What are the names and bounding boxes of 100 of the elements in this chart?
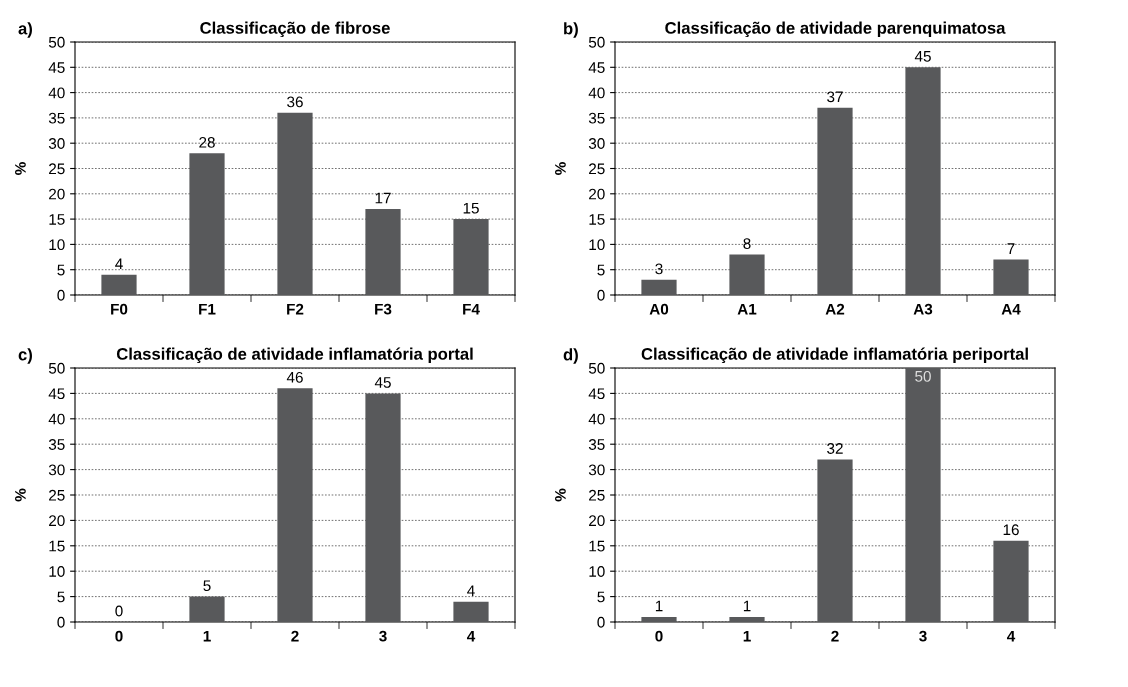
- data-label: 46: [286, 371, 303, 383]
- data-label: 50: [915, 370, 931, 382]
- x-tick-label: 0: [115, 630, 123, 642]
- bar: [729, 616, 765, 622]
- x-tick-label: 4: [466, 630, 476, 642]
- y-tick-label: 30: [48, 464, 65, 476]
- y-tick-label: 40: [588, 87, 605, 99]
- chart-title: Classificação de atividade parenquimatosa: [665, 21, 1006, 38]
- bar: [453, 601, 489, 622]
- y-tick-label: 25: [49, 489, 65, 501]
- y-tick-label: 20: [589, 515, 605, 527]
- y-tick-label: 5: [57, 264, 65, 276]
- x-tick-label: A0: [649, 303, 669, 315]
- y-tick-label: 0: [57, 616, 65, 628]
- y-tick-label: 35: [48, 112, 65, 124]
- x-tick-label: F3: [375, 303, 392, 315]
- data-label: 45: [374, 377, 391, 388]
- y-tick-label: 20: [49, 188, 65, 200]
- data-label: 32: [827, 443, 843, 454]
- data-label: 37: [827, 91, 843, 103]
- y-tick-label: 25: [589, 489, 605, 501]
- y-tick-label: 15: [589, 540, 605, 552]
- data-label: 36: [287, 96, 303, 108]
- data-label: 4: [467, 585, 475, 596]
- chart-title: Classificação de atividade inflamatória portal: [116, 347, 473, 364]
- y-tick-label: 20: [49, 515, 65, 527]
- y-tick-label: 50: [588, 362, 605, 374]
- x-tick-label: 2: [291, 630, 299, 642]
- y-tick-label: 50: [48, 362, 65, 374]
- y-axis-title: %: [555, 162, 566, 175]
- y-tick-label: 45: [48, 388, 65, 400]
- x-tick-label: A2: [825, 303, 845, 315]
- y-tick-label: 0: [57, 289, 65, 301]
- x-tick-label: F1: [199, 303, 216, 315]
- y-axis-title: %: [15, 162, 26, 175]
- y-tick-label: 50: [48, 36, 65, 48]
- data-label: 7: [1007, 243, 1015, 254]
- bar: [641, 279, 677, 295]
- data-label: 28: [199, 136, 215, 148]
- y-tick-label: 15: [49, 214, 65, 225]
- data-label: 1: [655, 600, 663, 612]
- bar: [101, 274, 137, 295]
- chart-title: Classificação de atividade inflamatória periportal: [641, 347, 1028, 364]
- data-label: 3: [655, 263, 663, 275]
- x-tick-label: 3: [379, 630, 387, 642]
- y-tick-label: 15: [589, 214, 605, 225]
- y-tick-label: 35: [588, 112, 605, 124]
- data-label: 5: [203, 580, 211, 592]
- x-tick-label: 2: [831, 630, 839, 642]
- x-tick-label: A3: [913, 303, 933, 315]
- y-tick-label: 15: [49, 540, 65, 552]
- data-label: 4: [115, 258, 123, 270]
- text: b): [564, 22, 578, 38]
- y-tick-label: 10: [49, 566, 65, 577]
- text: a): [18, 22, 32, 38]
- y-tick-label: 10: [49, 239, 65, 251]
- data-label: 15: [463, 202, 479, 214]
- text: c): [18, 348, 32, 364]
- y-tick-label: 45: [588, 62, 605, 73]
- y-tick-label: 30: [48, 138, 65, 149]
- data-label: 45: [914, 51, 931, 62]
- y-tick-label: 40: [588, 413, 605, 425]
- y-tick-label: 0: [597, 616, 605, 628]
- y-tick-label: 25: [49, 163, 65, 175]
- data-label: 8: [743, 238, 751, 249]
- y-tick-label: 10: [589, 239, 605, 251]
- y-tick-label: 30: [588, 464, 605, 476]
- y-axis-title: %: [15, 488, 26, 502]
- x-tick-label: A4: [1001, 303, 1021, 315]
- x-tick-label: 0: [655, 630, 663, 642]
- y-tick-label: 5: [57, 591, 65, 603]
- x-tick-label: 3: [919, 630, 927, 642]
- y-tick-label: 40: [48, 413, 65, 425]
- x-tick-label: 4: [1006, 630, 1016, 642]
- x-tick-label: F4: [463, 303, 480, 315]
- x-tick-label: F2: [287, 303, 304, 315]
- y-tick-label: 45: [588, 388, 605, 400]
- x-tick-label: F0: [111, 303, 128, 315]
- y-tick-label: 35: [588, 439, 605, 450]
- data-label: 16: [1003, 524, 1019, 536]
- y-tick-label: 25: [589, 163, 605, 175]
- data-label: 17: [375, 192, 391, 204]
- x-tick-label: 1: [203, 630, 211, 642]
- data-label: 0: [115, 605, 123, 617]
- y-tick-label: 20: [589, 188, 605, 200]
- text: d): [563, 348, 578, 364]
- y-tick-label: 45: [48, 62, 65, 73]
- y-tick-label: 50: [588, 36, 605, 48]
- x-tick-label: A1: [737, 303, 757, 315]
- data-label: 1: [743, 600, 751, 612]
- y-tick-label: 30: [588, 138, 605, 149]
- bar: [641, 616, 677, 622]
- x-tick-label: 1: [743, 630, 751, 642]
- y-tick-label: 5: [597, 591, 605, 603]
- y-tick-label: 40: [48, 87, 65, 99]
- y-tick-label: 35: [48, 439, 65, 450]
- y-tick-label: 5: [597, 264, 605, 276]
- y-axis-title: %: [555, 488, 566, 502]
- y-tick-label: 0: [597, 289, 605, 301]
- y-tick-label: 10: [589, 566, 605, 577]
